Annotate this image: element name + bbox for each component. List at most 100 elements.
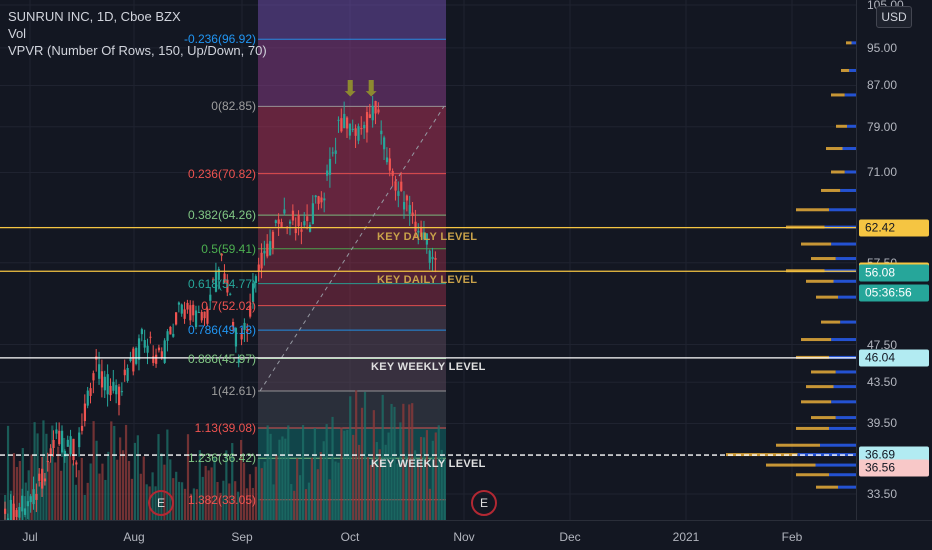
fib-zone: [258, 391, 446, 429]
vpvr-bar-up: [831, 400, 856, 404]
earnings-event-marker[interactable]: E: [148, 490, 174, 516]
volume-bar: [431, 440, 434, 520]
chart-canvas[interactable]: [0, 0, 856, 520]
vpvr-bar-down: [811, 257, 836, 261]
fib-level-label: 1.13(39.08): [194, 421, 256, 436]
candle-body: [234, 328, 238, 347]
volume-bar: [68, 445, 72, 520]
fib-level-label: 0.618(54.77): [187, 276, 256, 291]
volume-bar: [411, 403, 414, 520]
candle-body: [180, 304, 183, 314]
candle-body: [55, 429, 58, 434]
volume-bar: [393, 406, 396, 520]
volume-bar: [331, 416, 334, 520]
candle-body: [61, 430, 64, 453]
candle-body: [277, 219, 280, 224]
candle-body: [98, 364, 101, 379]
volume-bar: [15, 466, 18, 520]
fib-zone: [258, 106, 446, 216]
vpvr-bar-up: [849, 68, 856, 72]
volume-bar: [290, 484, 293, 520]
vpvr-bar-up: [840, 188, 856, 192]
candle-body: [132, 348, 135, 372]
volume-bar: [207, 470, 210, 520]
price-chart[interactable]: SUNRUN INC, 1D, Cboe BZX Vol VPVR (Numbe…: [0, 0, 856, 520]
candle-body: [365, 112, 369, 133]
volume-bar: [228, 483, 231, 520]
vpvr-bar-down: [816, 485, 838, 489]
candle-body: [166, 331, 169, 341]
candle-body: [323, 198, 326, 201]
price-axis[interactable]: 105.0095.0087.0079.0071.0062.5057.5047.5…: [856, 0, 932, 520]
currency-button[interactable]: USD: [876, 6, 912, 28]
symbol-title[interactable]: SUNRUN INC, 1D, Cboe BZX: [8, 9, 181, 24]
volume-bar: [254, 466, 257, 520]
volume-bar: [366, 457, 370, 520]
candle-body: [360, 128, 363, 130]
volume-bar: [195, 489, 198, 520]
volume-indicator[interactable]: Vol: [8, 26, 27, 41]
candle-body: [120, 391, 124, 393]
volume-bar: [301, 425, 305, 520]
volume-bar: [127, 461, 131, 520]
candle-body: [306, 216, 309, 222]
candle-body: [214, 271, 218, 292]
vpvr-bar-up: [835, 257, 856, 261]
vpvr-bar-down: [811, 416, 836, 420]
candle-body: [303, 221, 306, 226]
price-tick-label: 39.50: [867, 416, 898, 431]
candle-body: [403, 202, 406, 210]
price-tick-label: 33.50: [867, 487, 898, 501]
volume-bar: [30, 454, 33, 520]
volume-bar: [60, 470, 63, 520]
volume-bar: [142, 456, 145, 520]
candle-body: [41, 468, 44, 489]
volume-bar: [269, 433, 272, 520]
candle-body: [137, 338, 141, 360]
candle-body: [431, 256, 434, 260]
fib-zone: [258, 39, 446, 107]
volume-bar: [237, 491, 240, 520]
vpvr-bar-up: [851, 41, 856, 45]
candle-body: [155, 354, 158, 364]
candle-body: [118, 386, 121, 406]
candle-body: [337, 119, 340, 121]
vpvr-bar-up: [815, 463, 856, 467]
volume-bar: [201, 476, 204, 520]
candle-body: [320, 197, 323, 203]
fib-level-label: 0.786(49.13): [187, 323, 256, 338]
time-tick-label: Feb: [781, 530, 803, 544]
volume-bar: [287, 425, 290, 520]
time-tick-label: Sep: [231, 530, 253, 544]
time-tick-label: Dec: [559, 530, 581, 544]
candle-body: [280, 222, 283, 227]
volume-bar: [304, 489, 308, 520]
candle-body: [308, 224, 312, 232]
candle-body: [383, 137, 386, 150]
volume-bar: [293, 490, 296, 520]
candle-body: [411, 212, 414, 217]
candle-body: [266, 243, 269, 257]
candle-body: [197, 312, 200, 314]
fib-level-label: 1.382(33.05): [187, 492, 256, 507]
earnings-event-marker[interactable]: E: [471, 490, 497, 516]
volume-bar: [21, 448, 24, 520]
vpvr-bar-down: [826, 147, 843, 151]
candle-body: [212, 279, 215, 281]
candle-body: [69, 436, 72, 455]
candle-body: [357, 126, 360, 141]
volume-bar: [440, 449, 443, 520]
volume-bar: [428, 488, 431, 520]
vpvr-indicator[interactable]: VPVR (Number Of Rows, 150, Up/Down, 70): [8, 43, 267, 58]
volume-bar: [296, 458, 299, 520]
candle-body: [263, 250, 266, 254]
candle-body: [175, 312, 178, 325]
candle-body: [377, 109, 380, 113]
candle-body: [331, 152, 334, 154]
volume-bar: [178, 481, 181, 520]
volume-bar: [257, 458, 260, 520]
vpvr-bar-down: [796, 208, 829, 212]
time-axis[interactable]: Jul Aug Sep Oct Nov Dec 2021 Feb: [0, 520, 932, 550]
volume-bar: [27, 470, 30, 520]
volume-bar: [272, 484, 275, 520]
